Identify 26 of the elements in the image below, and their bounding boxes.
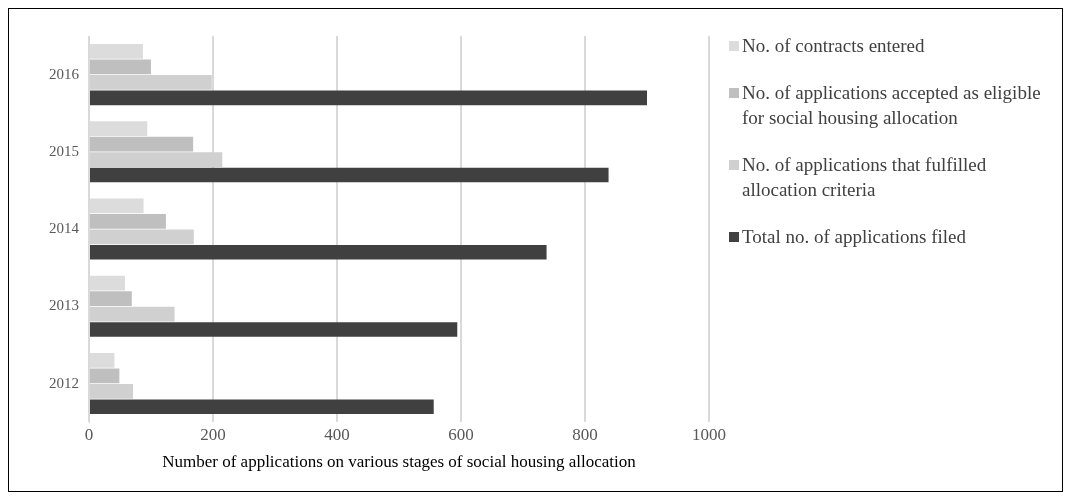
bar [90,291,132,306]
bar [90,368,120,384]
x-tick-label: 800 [572,424,598,444]
y-tick-label: 2013 [49,297,79,314]
legend-label: Total no. of applications filed [742,225,966,249]
bar [90,214,166,229]
bar [90,167,609,183]
legend-label: No. of applications that fulfilled allocation criteria [742,153,988,202]
bar [90,322,458,337]
x-tick-label: 400 [324,424,350,444]
x-tick-label: 1000 [692,424,726,444]
y-tick-label: 2014 [49,220,80,237]
x-axis-title: Number of applications on various stages of social housing allocation [162,452,637,472]
bar [90,399,434,415]
y-tick-label: 2012 [49,374,79,391]
x-tick-label: 600 [448,424,474,444]
y-tick-label: 2016 [49,65,80,82]
legend-label: No. of contracts entered [742,34,925,58]
x-tick-label: 0 [84,424,94,444]
bar [90,90,647,106]
bar [90,59,151,75]
bar [90,136,194,152]
legend-label: No. of applications accepted as eligible for social housing allocation [742,81,1042,130]
x-tick-label: 200 [200,424,226,444]
y-tick-label: 2015 [49,142,79,159]
bar [90,244,547,260]
